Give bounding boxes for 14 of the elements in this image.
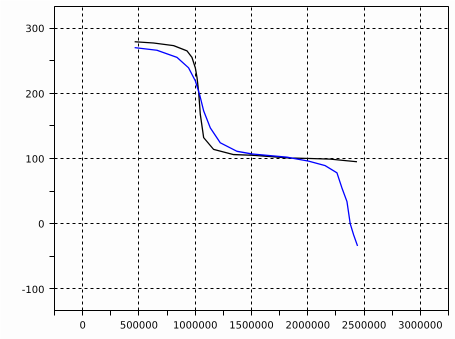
x-tick-label: 1500000	[229, 320, 274, 332]
x-tick-label: 1000000	[172, 320, 218, 332]
y-tick-label: 0	[38, 220, 45, 231]
y-tick-label: 100	[25, 154, 45, 166]
x-tick-label: 2500000	[342, 320, 386, 332]
y-tick-label: 200	[25, 89, 45, 100]
x-tick-label: 0	[79, 320, 86, 332]
y-tick-label: -100	[22, 284, 45, 296]
x-tick-label: 500000	[120, 320, 158, 332]
line-series	[134, 41, 358, 162]
x-tick-label: 3000000	[398, 320, 443, 332]
y-tick-label: 300	[25, 24, 45, 36]
x-tick-label: 2000000	[286, 320, 330, 332]
line-series	[134, 46, 358, 247]
